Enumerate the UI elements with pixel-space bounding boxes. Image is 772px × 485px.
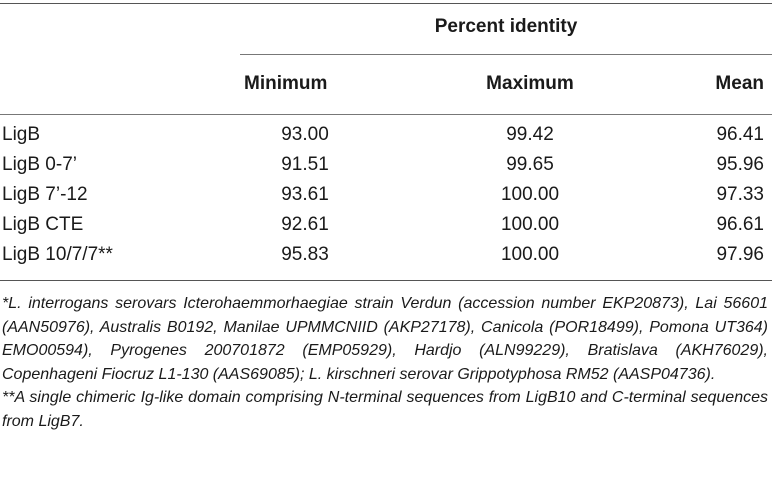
row-minimum: 95.83	[281, 244, 329, 265]
row-minimum: 92.61	[281, 214, 329, 235]
column-header-mean: Mean	[715, 73, 764, 94]
bottom-rule	[0, 280, 772, 281]
row-mean: 96.41	[716, 124, 764, 145]
top-rule	[0, 3, 772, 4]
row-maximum: 99.42	[506, 124, 554, 145]
row-mean: 96.61	[716, 214, 764, 235]
footnote-strains: *L. interrogans serovars Icterohaemmorha…	[2, 295, 768, 383]
footnote-chimeric: **A single chimeric Ig-like domain compr…	[2, 389, 768, 430]
row-name: LigB CTE	[2, 214, 84, 235]
row-mean: 97.96	[716, 244, 764, 265]
group-header: Percent identity	[434, 16, 578, 37]
row-mean: 95.96	[716, 154, 764, 175]
row-maximum: 100.00	[500, 214, 560, 235]
row-mean: 97.33	[716, 184, 764, 205]
column-header-maximum: Maximum	[486, 73, 574, 94]
row-maximum: 99.65	[506, 154, 554, 175]
table-row: LigB CTE 92.61 100.00 96.61	[0, 214, 772, 244]
row-name: LigB 0-7’	[2, 154, 77, 175]
row-minimum: 91.51	[281, 154, 329, 175]
row-maximum: 100.00	[500, 184, 560, 205]
table-row: LigB 7’-12 93.61 100.00 97.33	[0, 184, 772, 214]
table-row: LigB 93.00 99.42 96.41	[0, 124, 772, 154]
column-header-minimum: Minimum	[244, 73, 328, 94]
table-footnotes: *L. interrogans serovars Icterohaemmorha…	[2, 292, 768, 433]
group-header-rule	[240, 54, 772, 55]
row-name: LigB	[2, 124, 41, 145]
row-maximum: 100.00	[500, 244, 560, 265]
row-name: LigB 7’-12	[2, 184, 88, 205]
row-minimum: 93.00	[281, 124, 329, 145]
table-row: LigB 0-7’ 91.51 99.65 95.96	[0, 154, 772, 184]
header-rule	[0, 114, 772, 115]
row-name: LigB 10/7/7**	[2, 244, 113, 265]
table-row: LigB 10/7/7** 95.83 100.00 97.96	[0, 244, 772, 274]
row-minimum: 93.61	[281, 184, 329, 205]
